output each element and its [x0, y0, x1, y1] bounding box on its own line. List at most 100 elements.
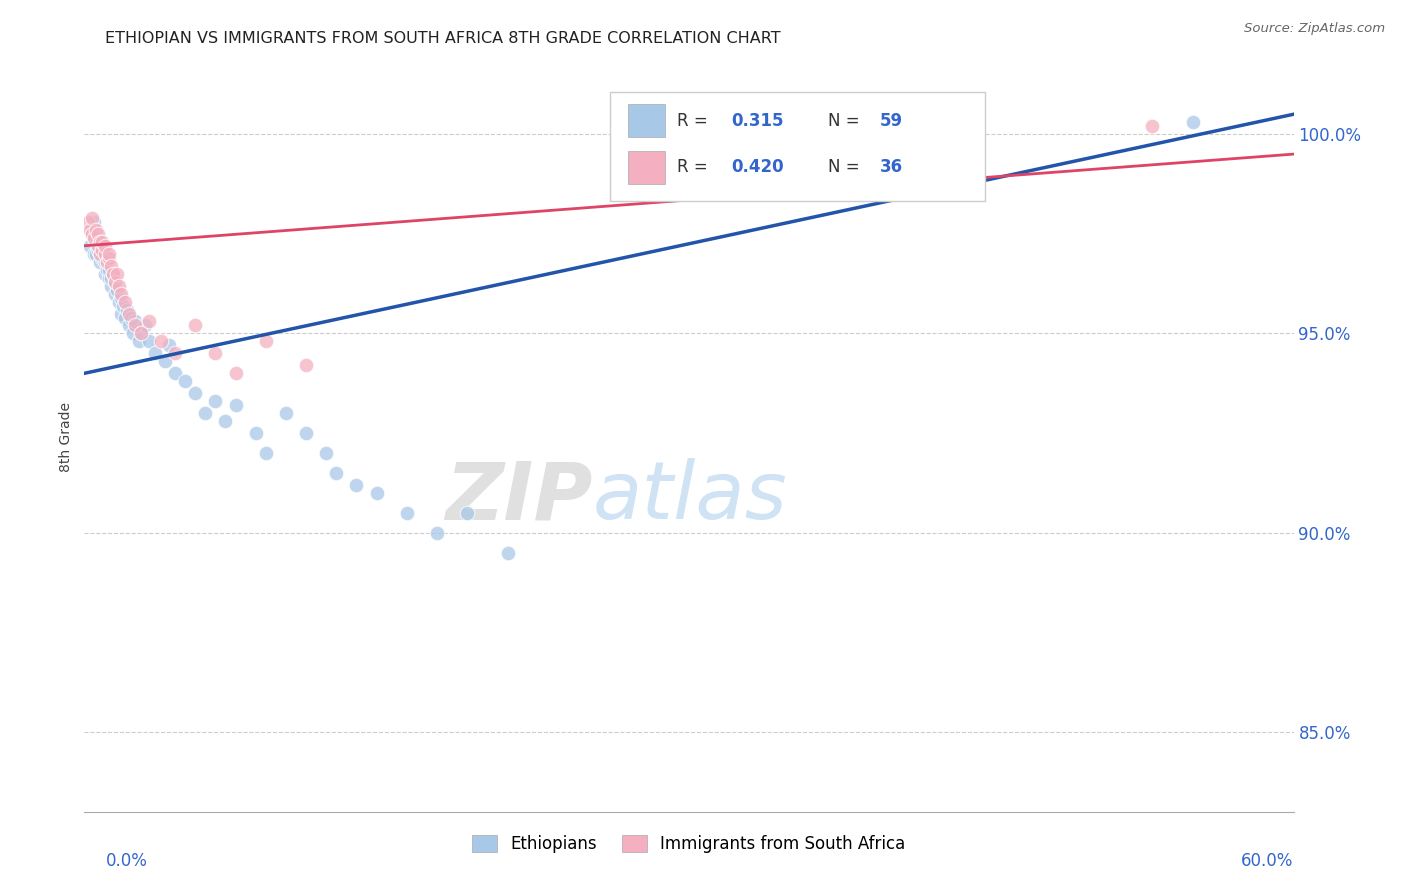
Text: 0.315: 0.315: [731, 112, 783, 130]
Point: [83, 215, 105, 229]
Point: [254, 334, 277, 349]
FancyBboxPatch shape: [610, 93, 986, 201]
Point: [110, 291, 132, 305]
Point: [83, 231, 105, 245]
Point: [225, 367, 247, 381]
Point: [82, 227, 104, 241]
Point: [121, 326, 143, 341]
Bar: [628, 104, 665, 137]
Point: [120, 310, 142, 325]
Point: [83, 246, 105, 260]
Point: [110, 286, 132, 301]
Point: [89, 254, 111, 268]
Point: [184, 386, 207, 401]
Point: [79, 239, 101, 253]
Point: [184, 318, 207, 333]
Point: [91, 251, 114, 265]
Point: [274, 406, 297, 420]
Point: [143, 346, 166, 360]
Point: [89, 235, 111, 249]
Point: [114, 294, 136, 309]
Point: [86, 223, 108, 237]
Point: [111, 299, 134, 313]
Text: 0.420: 0.420: [731, 159, 785, 177]
Point: [128, 334, 150, 349]
Point: [87, 239, 110, 253]
Point: [97, 262, 120, 277]
Point: [100, 270, 122, 285]
Point: [1142, 119, 1164, 133]
Point: [89, 246, 111, 260]
Point: [295, 426, 318, 441]
Point: [114, 310, 136, 325]
Point: [325, 466, 347, 480]
Text: 0.0%: 0.0%: [105, 852, 148, 870]
Point: [134, 318, 156, 333]
Point: [107, 278, 129, 293]
Point: [138, 314, 160, 328]
Point: [97, 246, 120, 260]
Text: atlas: atlas: [592, 458, 787, 536]
Text: ETHIOPIAN VS IMMIGRANTS FROM SOUTH AFRICA 8TH GRADE CORRELATION CHART: ETHIOPIAN VS IMMIGRANTS FROM SOUTH AFRIC…: [105, 31, 782, 46]
Bar: [628, 151, 665, 184]
Point: [91, 243, 114, 257]
Point: [204, 394, 226, 409]
Point: [97, 270, 120, 285]
Text: R =: R =: [676, 159, 713, 177]
Text: 60.0%: 60.0%: [1241, 852, 1294, 870]
Legend: Ethiopians, Immigrants from South Africa: Ethiopians, Immigrants from South Africa: [465, 828, 912, 860]
Point: [225, 398, 247, 412]
Point: [395, 506, 418, 520]
Point: [105, 283, 128, 297]
Point: [77, 215, 100, 229]
Y-axis label: 8th Grade: 8th Grade: [59, 402, 73, 472]
Point: [315, 446, 337, 460]
Point: [118, 318, 141, 333]
Point: [245, 426, 267, 441]
Point: [129, 326, 152, 341]
Point: [82, 211, 104, 225]
Point: [104, 286, 127, 301]
Point: [82, 227, 104, 241]
Text: R =: R =: [676, 112, 713, 130]
Point: [165, 346, 187, 360]
Point: [165, 367, 187, 381]
Point: [97, 251, 120, 265]
Point: [115, 302, 138, 317]
Point: [86, 246, 108, 260]
Point: [254, 446, 277, 460]
Point: [104, 275, 127, 289]
Point: [129, 326, 152, 341]
Point: [93, 254, 115, 268]
Point: [93, 239, 115, 253]
Text: N =: N =: [828, 159, 865, 177]
Text: 36: 36: [880, 159, 903, 177]
Point: [93, 267, 115, 281]
Point: [157, 338, 180, 352]
Point: [96, 254, 118, 268]
Point: [118, 306, 141, 320]
Point: [86, 235, 108, 249]
Point: [138, 334, 160, 349]
Point: [214, 414, 236, 428]
Point: [426, 525, 449, 540]
Point: [174, 374, 197, 388]
Point: [149, 334, 172, 349]
Point: [110, 306, 132, 320]
Point: [87, 243, 110, 257]
Point: [194, 406, 217, 420]
Point: [124, 314, 146, 328]
Point: [89, 246, 111, 260]
Point: [101, 267, 124, 281]
Point: [1181, 115, 1204, 129]
Point: [107, 294, 129, 309]
Text: N =: N =: [828, 112, 865, 130]
Point: [91, 235, 114, 249]
Point: [124, 318, 146, 333]
Point: [96, 254, 118, 268]
Point: [456, 506, 478, 520]
Point: [295, 359, 318, 373]
Point: [346, 478, 368, 492]
Point: [496, 546, 519, 560]
Point: [96, 262, 118, 277]
